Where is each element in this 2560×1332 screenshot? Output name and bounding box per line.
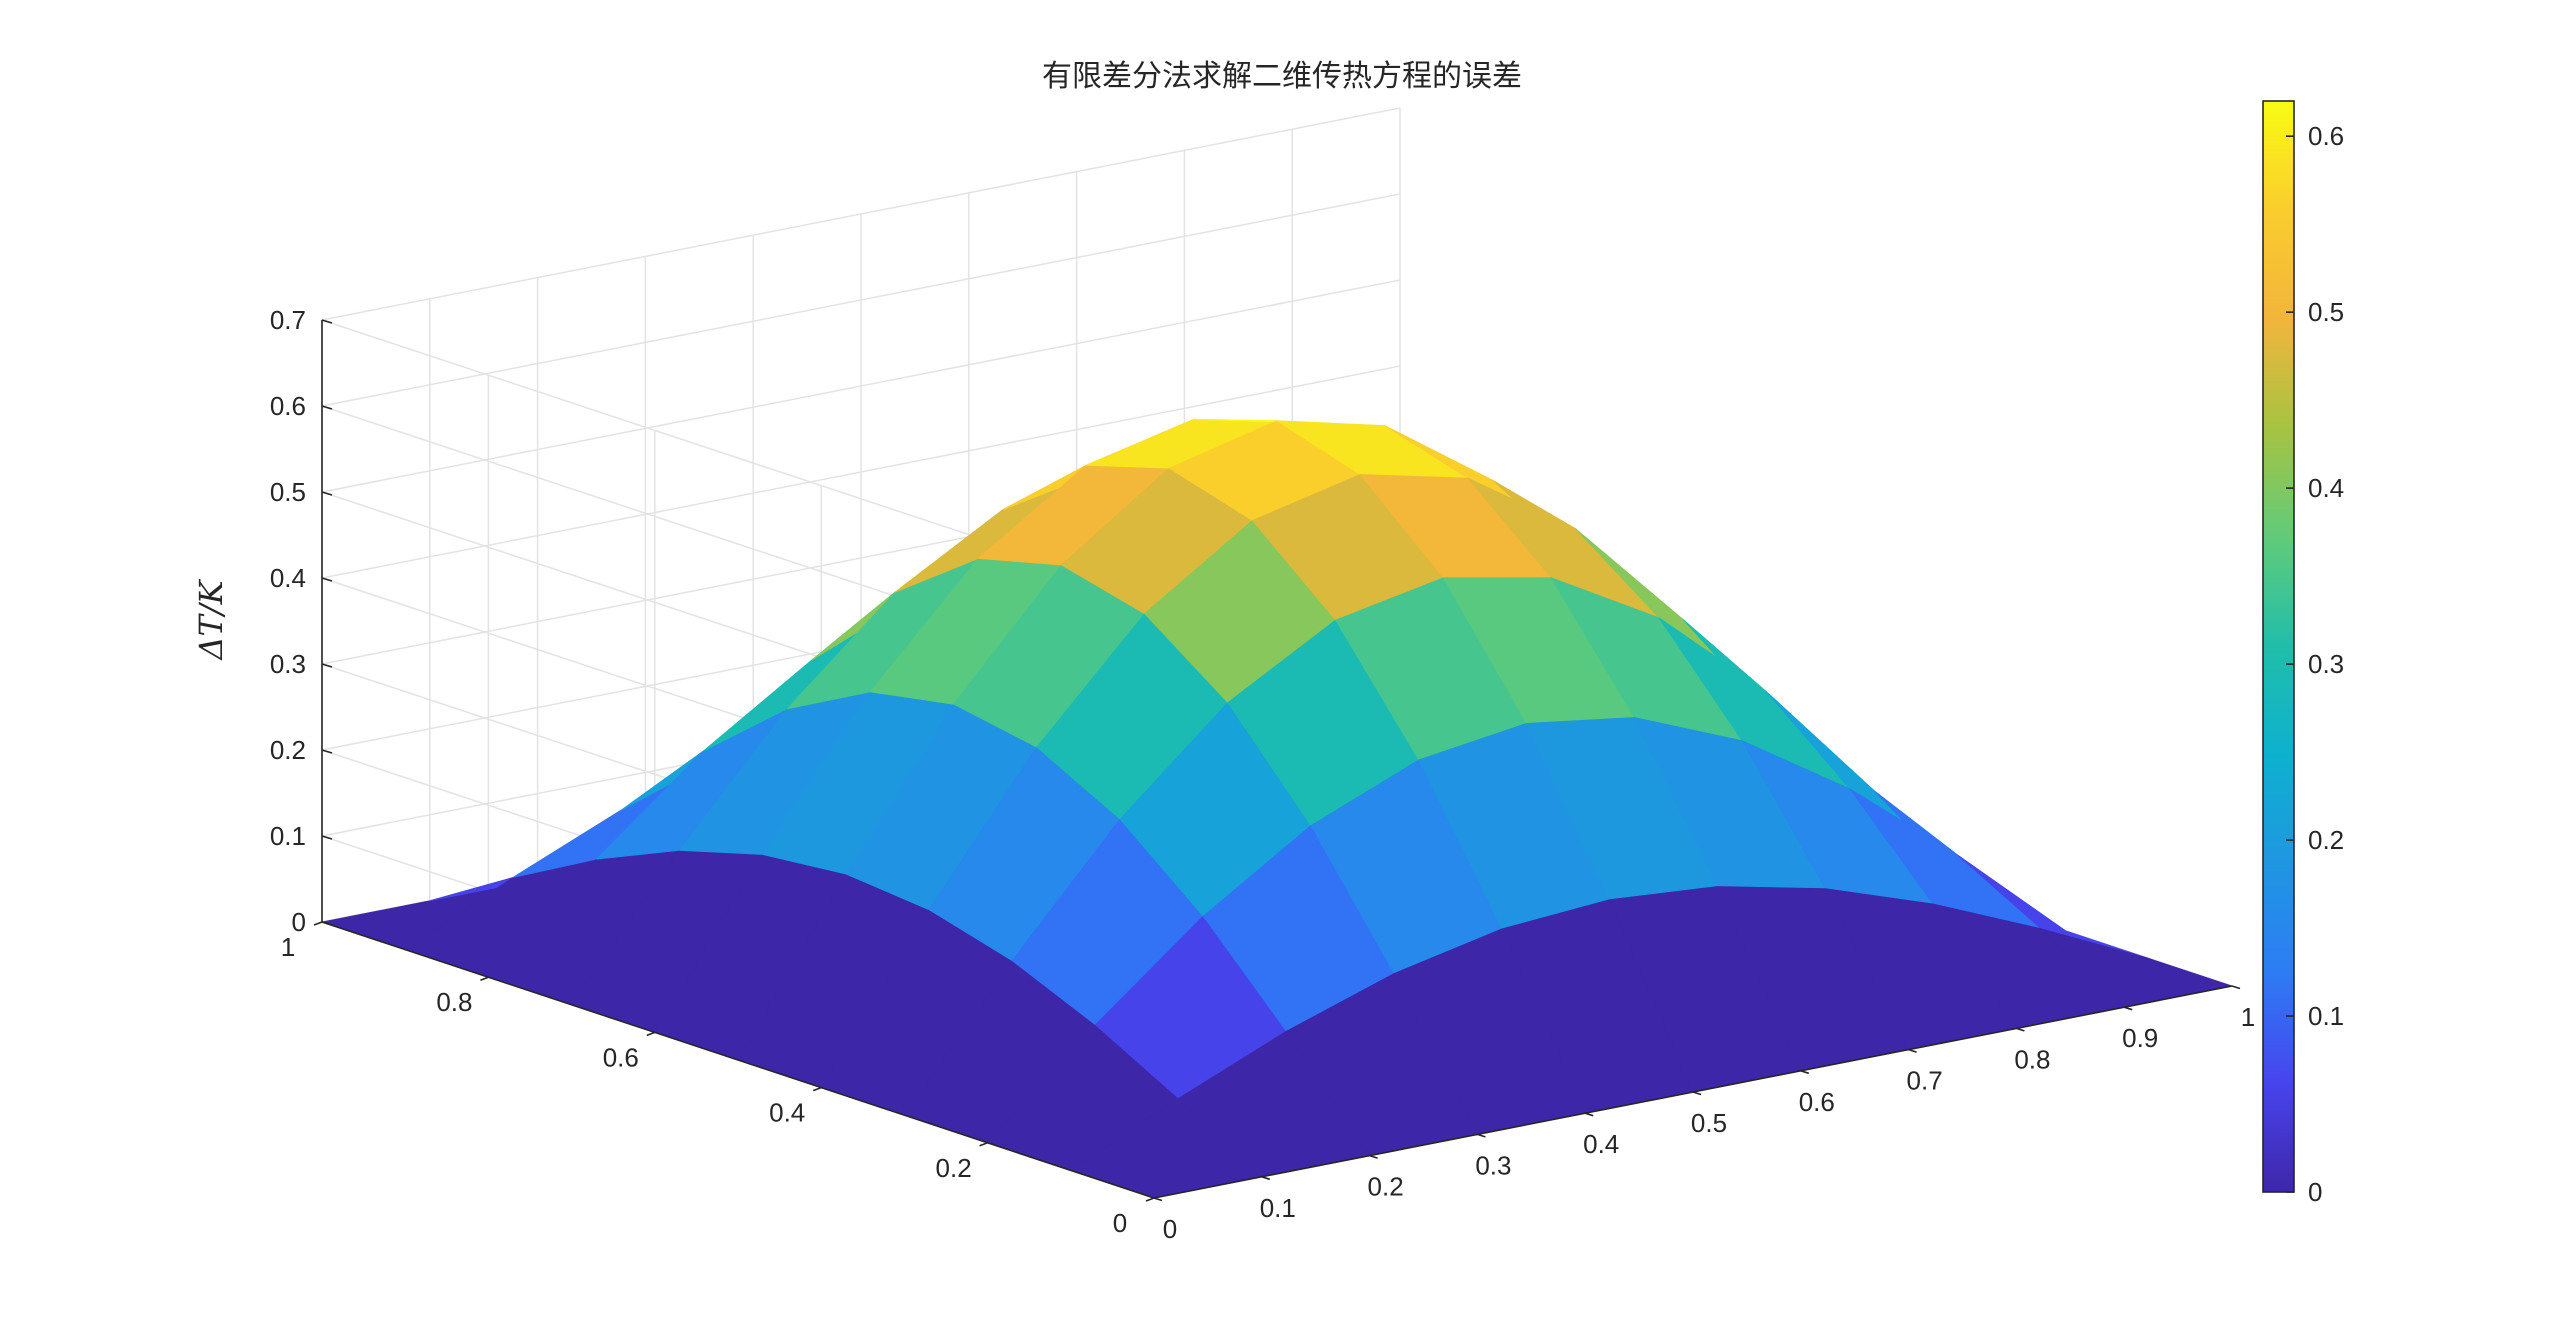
axis-layer: 00.10.20.30.40.50.60.70.80.9100.20.40.60… — [270, 305, 2255, 1244]
gridline — [321, 279, 1401, 493]
colorbar: 0 0.1 0.2 0.3 0.4 0.5 0.6 — [2262, 100, 2344, 1207]
x-tick — [2231, 985, 2241, 990]
x-tick-label: 0.9 — [2122, 1023, 2158, 1053]
y-tick-label: 0.2 — [936, 1153, 972, 1183]
z-tick-label: 0.1 — [270, 821, 306, 851]
x-tick — [1584, 1112, 1594, 1117]
x-tick-label: 0 — [1163, 1214, 1177, 1244]
surface-layer — [321, 418, 2233, 1199]
colorbar-bar — [2262, 100, 2295, 1193]
y-tick-label: 0.4 — [769, 1098, 805, 1128]
z-tick — [321, 663, 333, 668]
gridline — [321, 193, 1401, 407]
x-tick-label: 0.7 — [1907, 1066, 1943, 1096]
x-tick — [1800, 1070, 1810, 1075]
colorbar-tick-label: 0.1 — [2308, 1001, 2344, 1031]
z-tick-label: 0.2 — [270, 735, 306, 765]
x-tick — [1261, 1176, 1271, 1181]
gridline — [321, 365, 1401, 579]
y-tick — [646, 1031, 656, 1037]
x-tick — [2016, 1027, 2025, 1032]
y-tick-label: 0.6 — [603, 1042, 639, 1072]
y-tick-label: 0.8 — [436, 987, 472, 1017]
z-tick-label: 0.7 — [270, 305, 306, 335]
z-tick-label: 0.4 — [270, 563, 306, 593]
x-tick — [2123, 1006, 2133, 1011]
z-tick — [321, 319, 333, 324]
z-tick-label: 0.5 — [270, 477, 306, 507]
y-tick — [480, 976, 489, 981]
z-tick — [321, 491, 333, 496]
x-tick-label: 0.3 — [1475, 1150, 1511, 1180]
colorbar-tick-label: 0.6 — [2308, 121, 2344, 151]
gridline — [321, 107, 1401, 321]
y-tick-label: 1 — [281, 932, 295, 962]
z-tick-label: 0.6 — [270, 391, 306, 421]
x-tick-label: 0.5 — [1691, 1108, 1727, 1138]
x-tick-label: 0.8 — [2014, 1044, 2050, 1074]
y-tick — [979, 1142, 988, 1147]
y-tick — [1145, 1197, 1155, 1202]
chart-title: 有限差分法求解二维传热方程的误差 — [1042, 59, 1522, 94]
z-axis-label: ΔT/K — [192, 578, 230, 661]
z-tick — [321, 405, 333, 410]
z-tick-label: 0.3 — [270, 649, 306, 679]
colorbar-tick-label: 0.3 — [2308, 649, 2344, 679]
x-tick-label: 1 — [2241, 1002, 2255, 1032]
x-tick — [1477, 1133, 1486, 1138]
x-tick-label: 0.2 — [1368, 1172, 1404, 1202]
colorbar-tick-label: 0.4 — [2308, 473, 2344, 503]
z-tick-label: 0 — [292, 907, 306, 937]
x-tick — [1369, 1154, 1378, 1159]
colorbar-tick-label: 0 — [2308, 1177, 2322, 1207]
z-tick — [321, 835, 333, 840]
x-tick — [1908, 1048, 1917, 1053]
y-tick — [812, 1086, 822, 1092]
y-tick-label: 0 — [1113, 1208, 1127, 1238]
colorbar-tick-label: 0.2 — [2308, 825, 2344, 855]
colorbar-tick-label: 0.5 — [2308, 297, 2344, 327]
z-tick — [321, 749, 333, 754]
x-tick-label: 0.6 — [1799, 1087, 1835, 1117]
x-tick — [1153, 1197, 1163, 1202]
z-tick — [321, 921, 333, 926]
x-tick-label: 0.1 — [1260, 1193, 1296, 1223]
y-tick — [313, 921, 323, 926]
z-tick — [321, 577, 333, 582]
x-tick-label: 0.4 — [1583, 1129, 1619, 1159]
x-tick — [1692, 1091, 1702, 1096]
y-axis-line — [321, 921, 1155, 1199]
